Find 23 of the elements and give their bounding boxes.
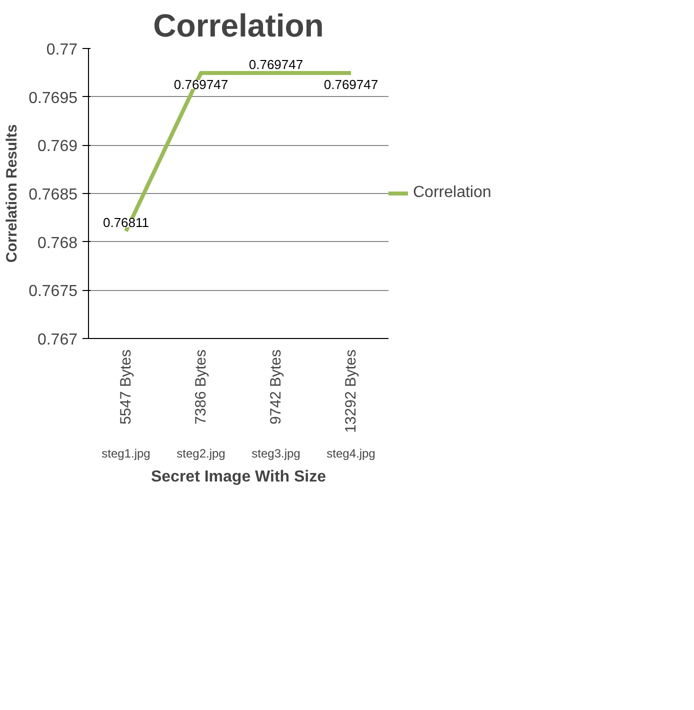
text: steg1.jpg	[102, 446, 150, 460]
x-tick-label: 13292 Bytes	[342, 349, 360, 433]
y-tick-label: 0.7695	[28, 90, 78, 107]
x-tick-label: 9742 Bytes	[268, 349, 284, 425]
chart-title: Correlation	[153, 8, 324, 44]
x-tick-label: 7386 Bytes	[192, 349, 210, 425]
y-tick-label: 0.7675	[28, 283, 78, 300]
data-label: 0.76811	[102, 215, 150, 230]
y-tick-label: 0.7685	[28, 186, 78, 204]
y-tick-label: 0.767	[37, 332, 78, 348]
data-label: 0.769747	[248, 56, 304, 72]
text: steg2.jpg	[176, 446, 226, 460]
data-label: 0.769747	[174, 76, 228, 92]
y-axis-title: Correlation Results	[4, 124, 21, 263]
y-tick-label: 0.769	[37, 138, 78, 156]
y-tick-label: 0.768	[37, 234, 78, 252]
legend-label: Correlation	[413, 184, 492, 202]
text: steg4.jpg	[326, 446, 376, 460]
data-label: 0.769747	[324, 76, 378, 92]
y-tick-label: 0.77	[46, 42, 78, 58]
text: steg3.jpg	[252, 446, 300, 460]
x-tick-label: 5547 Bytes	[118, 349, 134, 425]
x-axis-title: Secret Image With Size	[150, 468, 326, 486]
